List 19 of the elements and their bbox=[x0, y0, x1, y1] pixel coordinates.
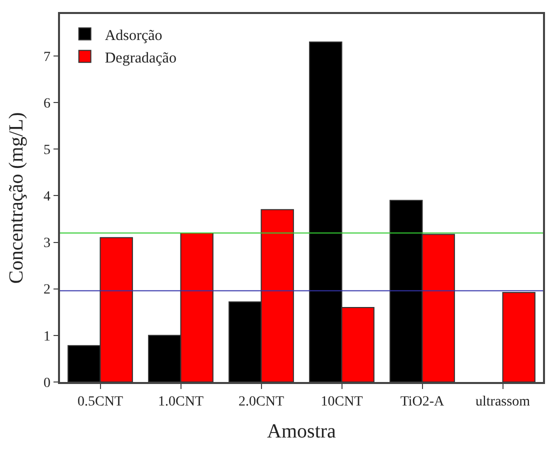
legend-label: Adsorção bbox=[104, 28, 162, 44]
y-tick-label: 6 bbox=[43, 96, 50, 112]
x-tick-label: TiO2-A bbox=[400, 394, 446, 410]
x-tick-label: 10CNT bbox=[320, 394, 364, 410]
bar bbox=[502, 292, 536, 382]
x-tick-label: ultrassom bbox=[476, 394, 530, 410]
x-tick-label: 2.0CNT bbox=[238, 394, 284, 410]
x-axis-title: Amostra bbox=[267, 420, 336, 443]
x-tick-label: 0.5CNT bbox=[78, 394, 124, 410]
y-tick-label: 3 bbox=[43, 236, 50, 252]
legend-label: Degradação bbox=[104, 50, 176, 66]
y-tick-label: 0 bbox=[43, 376, 50, 391]
y-tick-label: 4 bbox=[43, 190, 50, 205]
x-tick-label: 1.0CNT bbox=[158, 394, 204, 410]
y-tick-label: 5 bbox=[43, 142, 50, 158]
y-tick-label: 1 bbox=[43, 329, 50, 344]
y-tick-label: 7 bbox=[43, 50, 50, 65]
y-axis-title: Concentração (mg/L) bbox=[5, 112, 28, 284]
y-tick-label: 2 bbox=[43, 282, 50, 298]
